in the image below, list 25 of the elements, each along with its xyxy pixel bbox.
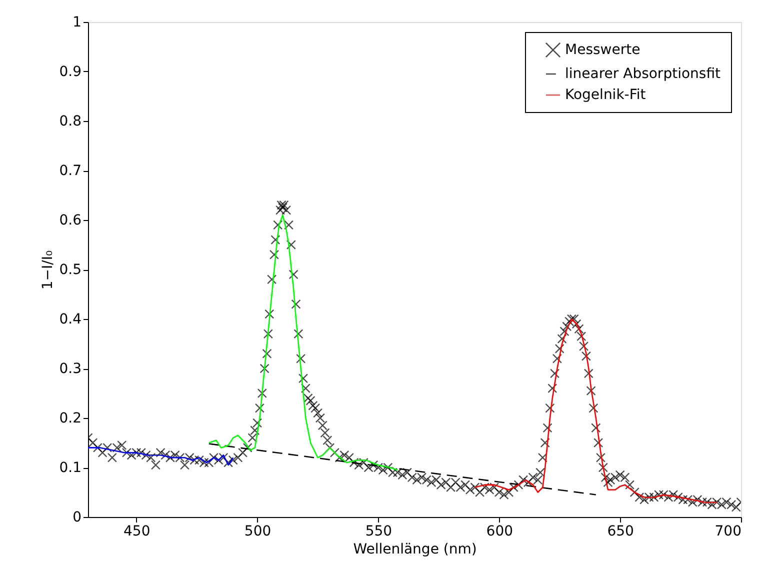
x-tick-label: 550 [365, 524, 392, 540]
y-tick-label: 0.6 [59, 212, 82, 228]
x-tick-label: 700 [714, 524, 742, 540]
y-tick-label: 0.2 [59, 410, 82, 426]
x-tick-label: 500 [244, 524, 272, 540]
y-tick-label: 0.3 [59, 361, 82, 377]
x-axis-title: Wellenlänge (nm) [353, 542, 477, 558]
y-tick-label: 0 [72, 510, 82, 526]
x-tick-label: 650 [607, 524, 634, 540]
y-tick-label: 0.1 [59, 460, 82, 476]
y-tick-label: 0.9 [59, 64, 82, 80]
legend-label: Kogelnik-Fit [565, 87, 646, 103]
y-axis-title: 1−I/I₀ [40, 250, 56, 290]
legend-label: linearer Absorptionsfit [565, 66, 722, 82]
line-series [208, 214, 398, 471]
y-tick-label: 0.7 [59, 163, 82, 179]
x-tick-label: 600 [486, 524, 514, 540]
x-tick-label: 450 [124, 524, 150, 540]
y-tick-label: 1 [72, 14, 82, 30]
legend-label: Messwerte [565, 42, 640, 58]
y-tick-label: 0.5 [59, 262, 82, 278]
line-series [88, 447, 234, 466]
y-tick-label: 0.8 [59, 114, 82, 130]
y-tick-label: 0.4 [59, 312, 82, 328]
line-series [474, 318, 718, 503]
